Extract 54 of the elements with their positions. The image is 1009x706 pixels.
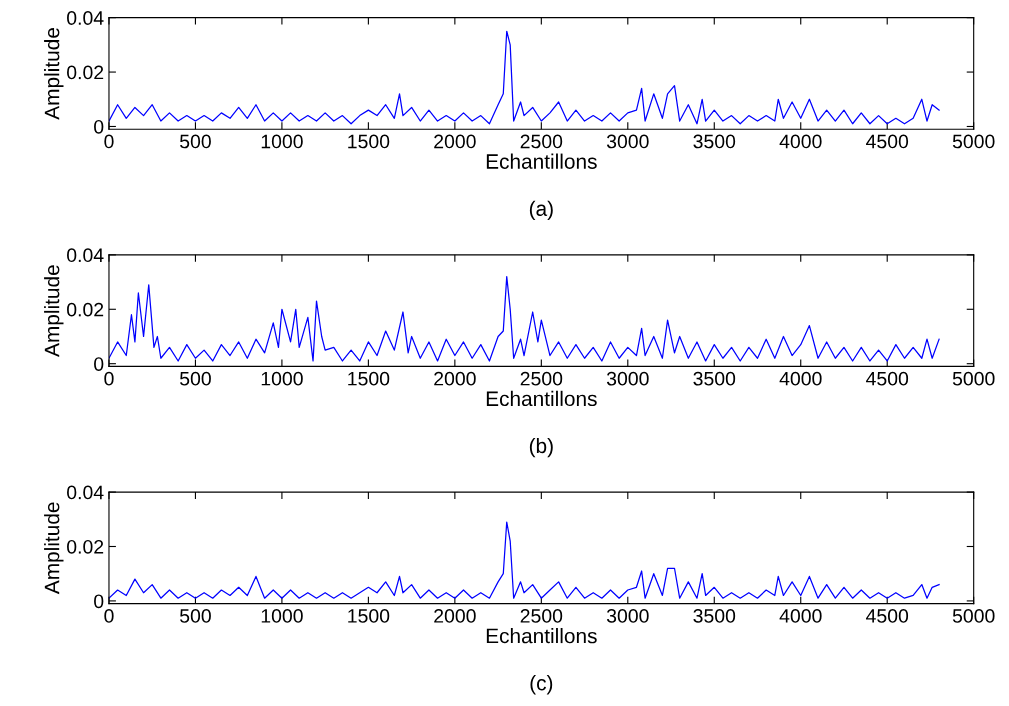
x-tick-label: 1500 [348, 371, 390, 386]
x-tick-label: 4000 [779, 134, 822, 149]
x-axis-title: Echantillons [486, 390, 597, 407]
x-tick-label: 5000 [952, 371, 995, 386]
y-axis-title: Amplitude [44, 28, 64, 120]
x-axis-title: Echantillons [486, 153, 597, 169]
x-tick-label: 1000 [261, 371, 303, 386]
x-tick-label: 0 [104, 609, 114, 623]
x-tick-label: 2500 [520, 609, 563, 623]
x-tick-label: 500 [180, 609, 211, 623]
y-tick-label: 0.02 [67, 302, 104, 317]
text: (c) [530, 675, 553, 695]
line-series [108, 276, 940, 362]
text: (a) [529, 200, 553, 221]
y-axis-title: Amplitude [44, 265, 64, 357]
x-axis-title: Echantillons [486, 628, 597, 644]
x-tick-label: 1500 [348, 134, 390, 149]
line-series [108, 30, 940, 125]
x-tick-label: 3500 [693, 134, 736, 149]
x-tick-label: 0 [104, 371, 114, 386]
y-axis-title: Amplitude [44, 502, 64, 595]
x-tick-label: 3500 [693, 371, 736, 386]
y-tick-label: 0 [94, 594, 104, 609]
y-tick-label: 0 [94, 357, 104, 371]
x-tick-label: 2500 [520, 371, 563, 386]
x-tick-label: 1000 [261, 134, 303, 149]
x-tick-label: 2000 [434, 134, 476, 149]
x-tick-label: 1500 [348, 609, 390, 623]
y-tick-label: 0.02 [67, 65, 104, 80]
x-tick-label: 5000 [952, 609, 995, 623]
x-tick-label: 5000 [952, 134, 995, 149]
x-tick-label: 3000 [606, 371, 649, 386]
x-tick-label: 2500 [520, 134, 563, 149]
y-tick-label: 0.04 [67, 11, 104, 25]
y-tick-label: 0.02 [67, 539, 104, 554]
x-tick-label: 4500 [866, 134, 909, 149]
y-tick-label: 0.04 [67, 248, 104, 263]
x-tick-label: 3000 [606, 134, 649, 149]
x-tick-label: 4500 [866, 371, 909, 386]
x-tick-label: 1000 [261, 609, 303, 623]
x-tick-label: 3500 [693, 609, 736, 623]
x-tick-label: 500 [180, 134, 211, 149]
x-tick-label: 3000 [606, 609, 649, 623]
x-tick-label: 500 [180, 371, 211, 386]
y-tick-label: 0.04 [67, 485, 104, 500]
y-tick-label: 0 [94, 119, 104, 134]
x-tick-label: 4000 [779, 371, 822, 386]
line-series [108, 521, 940, 599]
x-tick-label: 2000 [434, 371, 476, 386]
text: (b) [529, 437, 553, 458]
x-tick-label: 2000 [434, 609, 476, 623]
x-tick-label: 4000 [779, 609, 822, 623]
x-tick-label: 0 [104, 134, 114, 149]
x-tick-label: 4500 [866, 609, 909, 623]
